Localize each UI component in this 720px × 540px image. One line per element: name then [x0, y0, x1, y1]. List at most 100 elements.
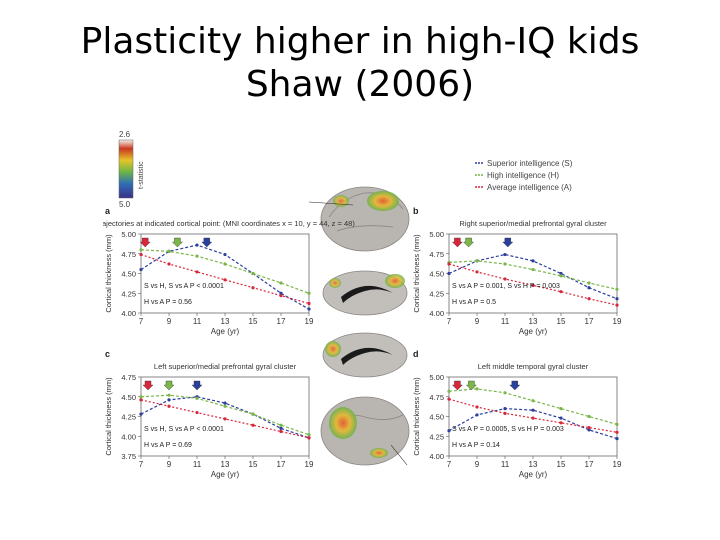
x-tick-label: 11 — [193, 460, 202, 469]
data-point — [167, 398, 171, 402]
data-point — [251, 286, 255, 290]
stat-annotation: H vs A P = 0.56 — [144, 299, 192, 306]
data-point — [139, 267, 143, 272]
brain-lateral-bottom — [320, 396, 410, 466]
stat-annotation: H vs A P = 0.69 — [144, 442, 192, 449]
panel-letter: a — [105, 206, 111, 216]
data-point — [139, 248, 143, 252]
y-tick-label: 4.75 — [429, 250, 444, 259]
y-tick-label: 4.25 — [429, 289, 444, 298]
x-tick-label: 7 — [139, 317, 144, 326]
x-tick-label: 11 — [501, 317, 510, 326]
data-point — [587, 297, 591, 301]
panel-a: a Trajectories at indicated cortical poin… — [103, 206, 355, 336]
y-tick-label: 4.75 — [429, 393, 444, 402]
data-point — [223, 262, 227, 266]
peak-marker-arrow — [502, 237, 514, 248]
data-point — [587, 425, 591, 430]
data-point — [195, 410, 199, 415]
x-tick-label: 15 — [557, 317, 566, 326]
x-axis-label: Age (yr) — [211, 470, 240, 479]
data-point — [447, 389, 451, 393]
data-point — [223, 252, 227, 257]
data-point — [307, 307, 311, 311]
data-point — [475, 270, 479, 274]
data-point — [167, 404, 171, 408]
data-point — [503, 277, 507, 281]
data-point — [475, 259, 479, 263]
x-tick-label: 11 — [501, 460, 510, 469]
x-tick-label: 7 — [447, 460, 452, 469]
x-tick-label: 19 — [305, 460, 314, 469]
data-point — [167, 262, 171, 266]
x-tick-label: 9 — [475, 460, 480, 469]
data-point — [587, 414, 591, 419]
brain-lateral-top — [320, 186, 410, 252]
data-point — [531, 408, 535, 412]
figure-panel: 2.6 5.0 t-statistic Superior intelligenc… — [103, 130, 622, 479]
x-tick-label: 15 — [249, 317, 258, 326]
data-point — [587, 286, 591, 290]
data-point — [223, 401, 227, 405]
data-point — [167, 393, 171, 397]
data-point — [475, 387, 479, 391]
x-tick-label: 19 — [305, 317, 314, 326]
series-line — [448, 407, 618, 440]
y-tick-label: 4.00 — [121, 309, 136, 318]
x-tick-label: 9 — [167, 317, 172, 326]
data-point — [223, 417, 227, 421]
panel-letter: d — [413, 349, 419, 359]
peak-marker-arrow — [191, 380, 203, 391]
legend-high: High intelligence (H) — [487, 171, 559, 180]
panel-letter: b — [413, 206, 419, 216]
y-tick-label: 5.00 — [429, 373, 444, 382]
data-point — [615, 430, 619, 434]
panel-title: Trajectories at indicated cortical point… — [103, 219, 355, 228]
data-point — [139, 412, 143, 416]
y-tick-label: 4.75 — [121, 373, 136, 382]
data-point — [531, 259, 535, 263]
legend: Superior intelligence (S) High intellige… — [475, 159, 573, 192]
data-point — [447, 271, 451, 276]
y-axis-label: Cortical thickness (mm) — [412, 377, 421, 456]
x-axis-label: Age (yr) — [211, 327, 240, 336]
y-tick-label: 5.00 — [121, 230, 136, 239]
y-tick-label: 4.00 — [429, 309, 444, 318]
x-tick-label: 13 — [221, 317, 230, 326]
x-tick-label: 7 — [139, 460, 144, 469]
data-point — [559, 290, 563, 294]
data-point — [615, 303, 619, 307]
data-point — [139, 398, 143, 402]
data-point — [307, 433, 311, 437]
data-point — [503, 262, 507, 266]
data-point — [139, 252, 143, 257]
peak-marker-arrow — [451, 380, 463, 391]
data-point — [615, 437, 619, 441]
data-point — [587, 281, 591, 285]
brain-medial-2 — [322, 332, 408, 378]
panel-letter: c — [105, 349, 110, 359]
panel-title: Left superior/medial prefrontal gyral cl… — [154, 362, 297, 371]
data-point — [559, 407, 563, 411]
panel-d: d Left middle temporal gyral cluster Age (… — [412, 349, 622, 479]
data-point — [531, 416, 535, 420]
data-point — [587, 428, 591, 432]
x-tick-label: 17 — [277, 460, 286, 469]
stat-annotation: S vs A P = 0.001, S vs H P = 0.003 — [452, 283, 560, 290]
y-tick-label: 4.50 — [121, 270, 136, 279]
data-point — [503, 252, 507, 257]
x-tick-label: 13 — [221, 460, 230, 469]
x-tick-label: 17 — [585, 460, 594, 469]
data-point — [307, 301, 311, 306]
x-tick-label: 19 — [613, 317, 622, 326]
x-tick-label: 19 — [613, 460, 622, 469]
x-tick-label: 17 — [585, 317, 594, 326]
data-point — [279, 291, 283, 295]
y-tick-label: 4.50 — [429, 270, 444, 279]
y-tick-label: 4.75 — [121, 250, 136, 259]
data-point — [279, 426, 283, 430]
x-tick-label: 9 — [167, 460, 172, 469]
stat-annotation: S vs H, S vs A P < 0.0001 — [144, 283, 224, 290]
stat-annotation: S vs A P = 0.0005, S vs H P = 0.003 — [452, 426, 564, 433]
peak-marker-arrow — [451, 237, 463, 248]
